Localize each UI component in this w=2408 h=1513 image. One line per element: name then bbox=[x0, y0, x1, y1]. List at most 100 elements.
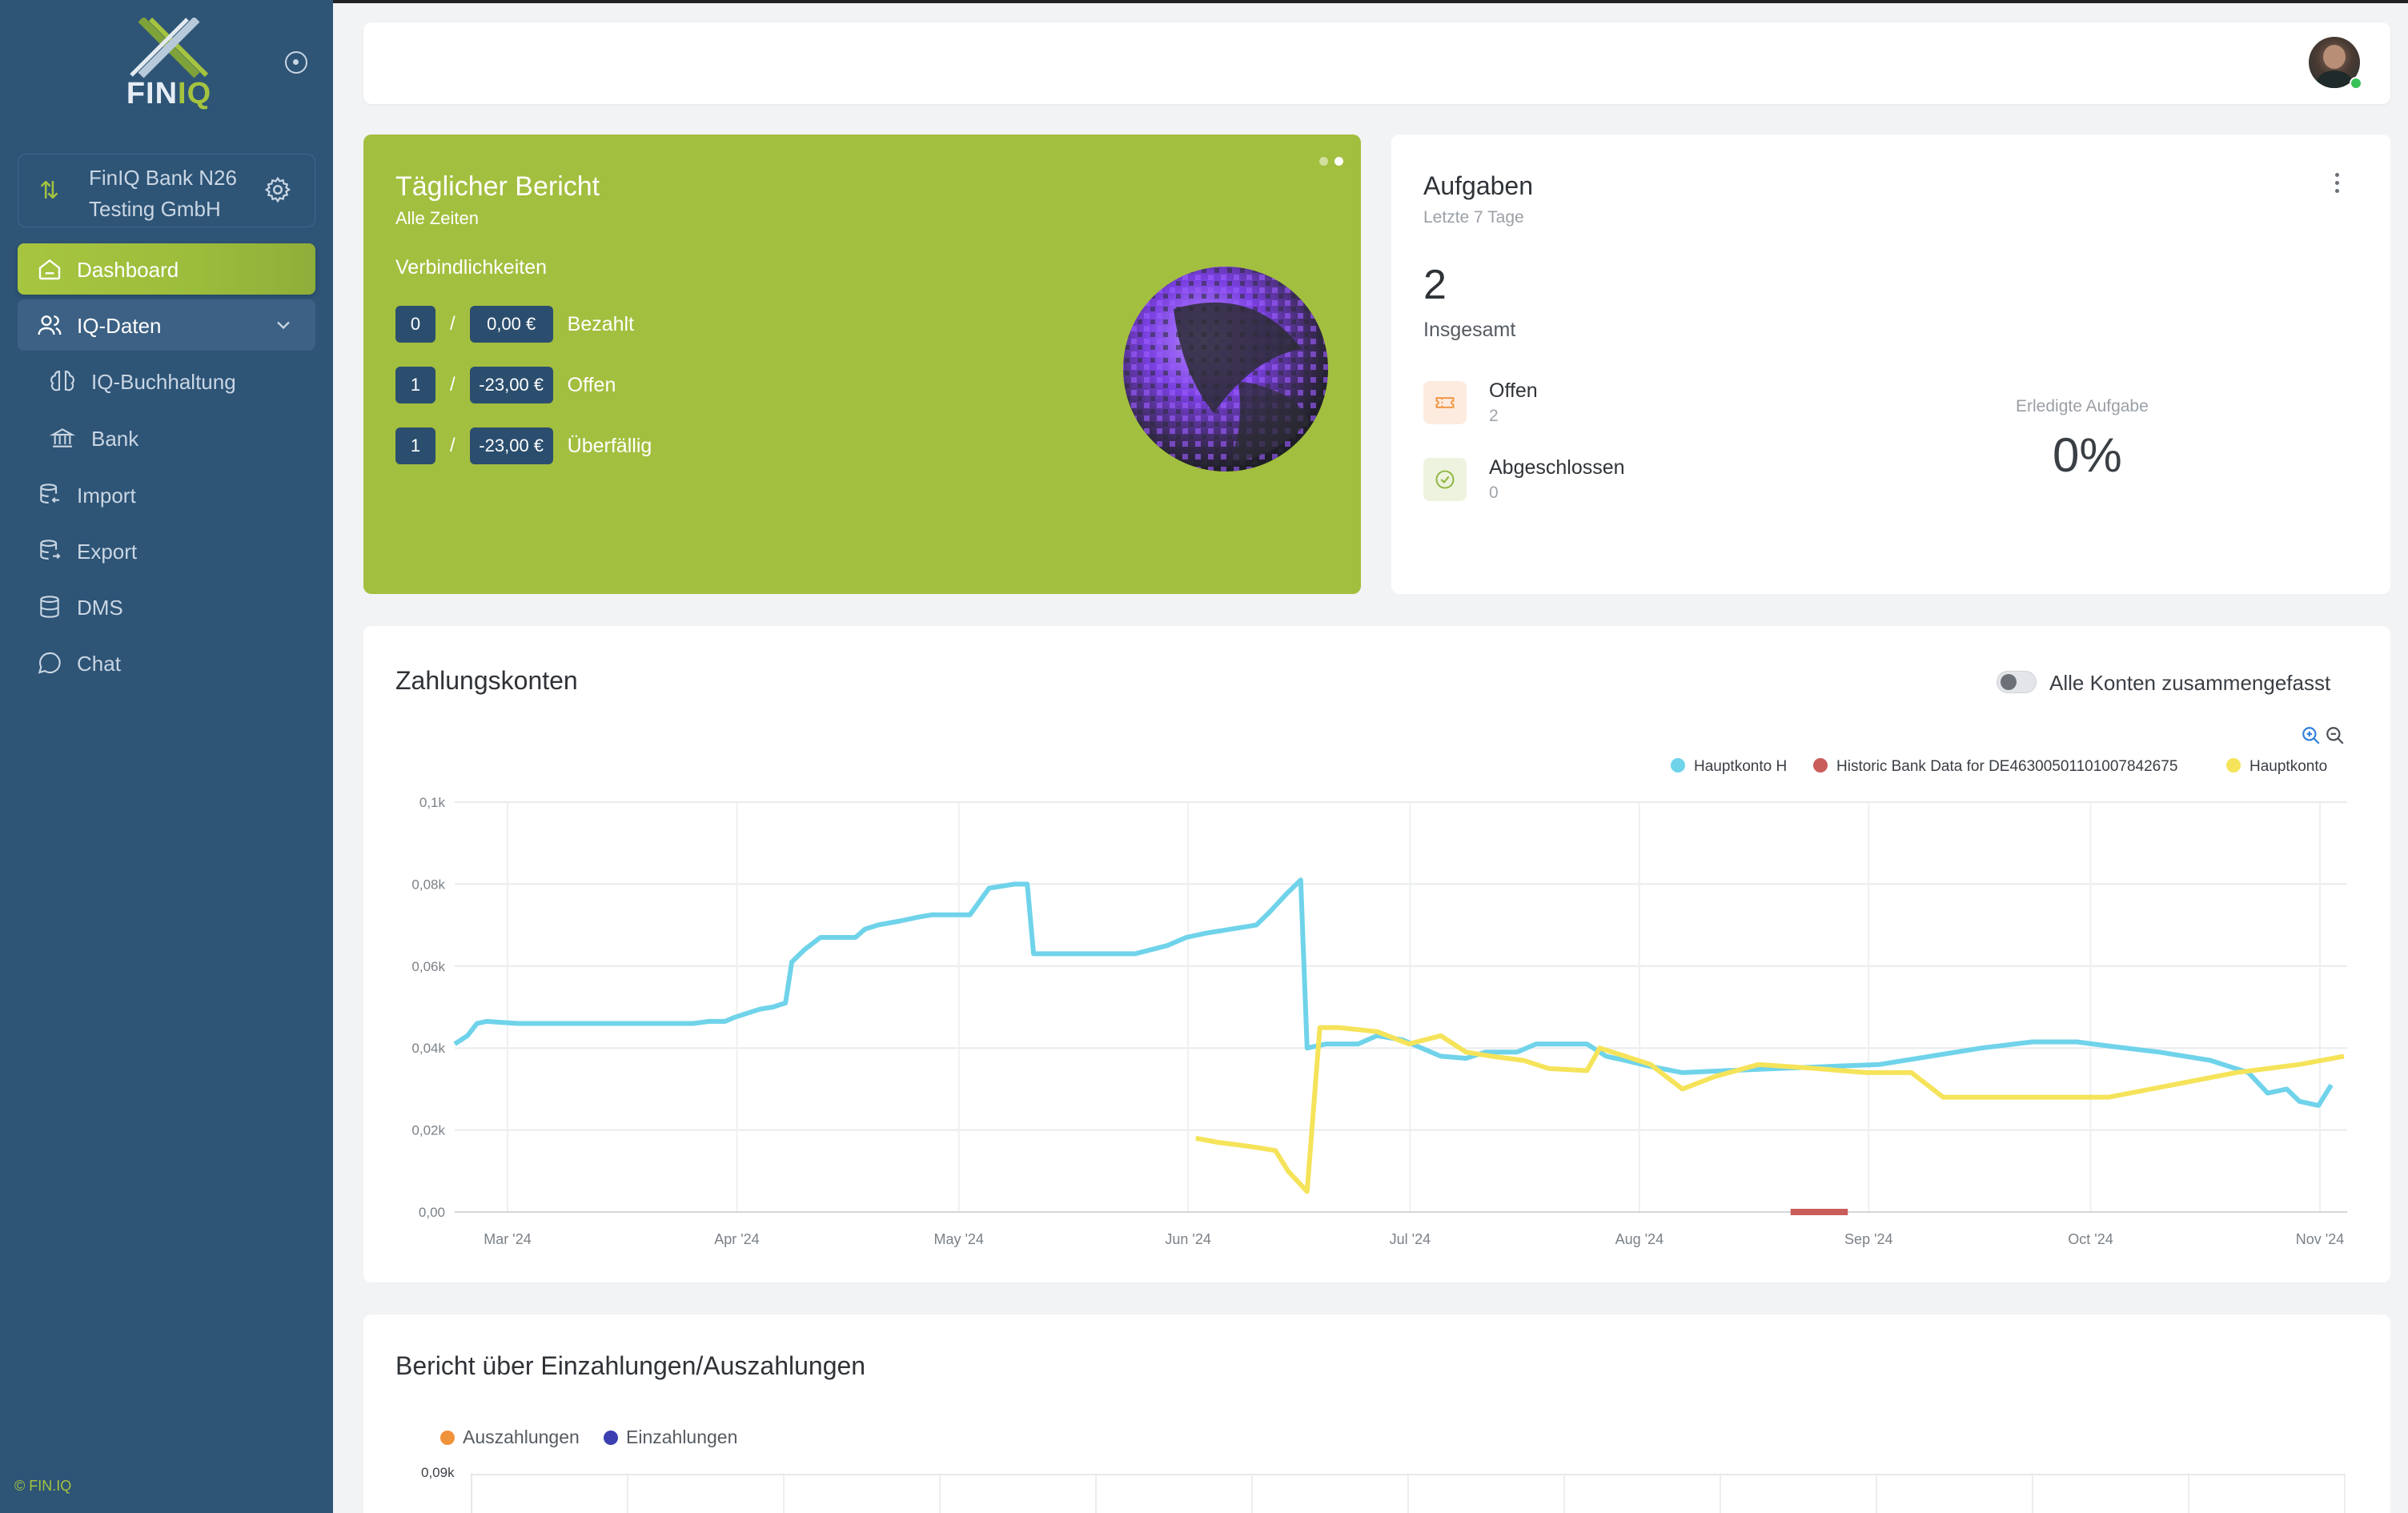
combine-accounts-label: Alle Konten zusammengefasst bbox=[2049, 671, 2331, 695]
x-tick-label: Aug '24 bbox=[1615, 1231, 1664, 1247]
gear-icon[interactable] bbox=[263, 175, 292, 204]
swap-arrows-icon: ⇅ bbox=[39, 178, 60, 204]
logo-wordmark: FINIQ bbox=[126, 77, 212, 110]
completed-tasks-label: Erledigte Aufgabe bbox=[2016, 397, 2149, 415]
sidebar-item-label: Dashboard bbox=[77, 258, 179, 282]
separator: / bbox=[450, 374, 456, 395]
legend-swatch bbox=[2226, 758, 2241, 773]
legend-swatch bbox=[604, 1430, 618, 1445]
legend-item[interactable]: Hauptkonto H bbox=[1671, 758, 1787, 775]
payment-accounts-line-chart[interactable]: 0,00 0,02k 0,04k 0,06k 0,08k 0,1k Mar '24 Apr '… bbox=[363, 626, 2390, 1282]
task-done-count: 0 bbox=[1489, 484, 1499, 502]
legend-item-auszahlungen[interactable]: Auszahlungen bbox=[440, 1427, 580, 1448]
y-tick-label: 0,09k bbox=[421, 1465, 455, 1480]
liability-count: 0 bbox=[395, 306, 435, 343]
series-line-0 bbox=[453, 877, 2334, 1108]
sidebar-item-iq-daten[interactable]: IQ-Daten bbox=[18, 299, 315, 351]
database-icon bbox=[40, 596, 59, 618]
deposits-title: Bericht über Einzahlungen/Auszahlungen bbox=[395, 1351, 866, 1380]
kebab-menu-icon[interactable] bbox=[2333, 173, 2341, 197]
separator: / bbox=[450, 435, 456, 456]
liability-label: Bezahlt bbox=[567, 312, 635, 335]
sidebar-item-chat[interactable]: Chat bbox=[18, 637, 315, 688]
payment-accounts-card: Zahlungskonten Alle Konten zusammengefas… bbox=[363, 626, 2390, 1282]
liability-amount: 0,00 € bbox=[469, 306, 553, 343]
liability-count: 1 bbox=[395, 427, 435, 464]
legend-label: Einzahlungen bbox=[626, 1427, 738, 1447]
sidebar-item-label: Bank bbox=[91, 427, 139, 451]
task-done-label: Abgeschlossen bbox=[1489, 456, 1625, 479]
y-tick-label: 0,00 bbox=[419, 1205, 445, 1220]
x-tick-label: Jul '24 bbox=[1390, 1231, 1431, 1247]
legend-label: Auszahlungen bbox=[463, 1427, 580, 1447]
report-subtitle: Alle Zeiten bbox=[395, 208, 479, 228]
x-tick-label: Mar '24 bbox=[484, 1231, 531, 1247]
legend-label: Hauptkonto bbox=[2249, 758, 2327, 775]
sidebar-item-dms[interactable]: DMS bbox=[18, 581, 315, 632]
liability-row-paid: 0 / 0,00 € Bezahlt bbox=[395, 306, 634, 343]
x-tick-label: Jun '24 bbox=[1165, 1231, 1210, 1247]
y-tick-label: 0,02k bbox=[411, 1123, 445, 1138]
legend-item[interactable]: Hauptkonto bbox=[2226, 758, 2327, 775]
liability-label: Überfällig bbox=[567, 434, 652, 457]
ticket-icon bbox=[1423, 381, 1467, 424]
tasks-title: Aufgaben bbox=[1423, 171, 1534, 200]
liability-label: Offen bbox=[567, 373, 616, 396]
liability-amount: -23,00 € bbox=[469, 367, 553, 403]
carousel-dot[interactable] bbox=[1319, 157, 1328, 166]
legend-item-einzahlungen[interactable]: Einzahlungen bbox=[604, 1427, 737, 1448]
sidebar-item-label: IQ-Buchhaltung bbox=[91, 370, 236, 394]
task-open-row[interactable]: Offen 2 bbox=[1423, 379, 1744, 427]
zoom-in-icon[interactable] bbox=[2301, 725, 2322, 746]
x-tick-label: Oct '24 bbox=[2068, 1231, 2113, 1247]
home-icon bbox=[38, 259, 61, 280]
top-bar bbox=[363, 22, 2390, 104]
company-name: FinIQ Bank N26 Testing GmbH bbox=[89, 166, 237, 221]
company-switcher[interactable]: ⇅ FinIQ Bank N26 Testing GmbH bbox=[18, 154, 315, 227]
database-export-icon bbox=[40, 540, 61, 560]
zoom-out-icon[interactable] bbox=[2325, 725, 2346, 746]
sidebar-item-bank[interactable]: Bank bbox=[18, 412, 315, 464]
report-section-title: Verbindlichkeiten bbox=[395, 256, 548, 279]
chevron-down-icon bbox=[277, 321, 290, 330]
legend-swatch bbox=[1671, 758, 1685, 773]
y-tick-label: 0,04k bbox=[411, 1041, 445, 1056]
online-status-indicator bbox=[2350, 77, 2362, 90]
legend-swatch bbox=[440, 1430, 455, 1445]
database-import-icon bbox=[40, 484, 59, 504]
liability-row-overdue: 1 / -23,00 € Überfällig bbox=[395, 427, 652, 464]
sidebar: FINIQ ⇅ FinIQ Bank N26 Testing GmbH Dash… bbox=[0, 0, 333, 1513]
series-line-2 bbox=[1195, 1025, 2345, 1194]
sidebar-collapse-button[interactable] bbox=[285, 51, 307, 74]
sidebar-item-dashboard[interactable]: Dashboard bbox=[18, 243, 315, 295]
sidebar-item-export[interactable]: Export bbox=[18, 525, 315, 576]
sidebar-item-import[interactable]: Import bbox=[18, 469, 315, 520]
liability-row-open: 1 / -23,00 € Offen bbox=[395, 367, 616, 403]
finiq-logo-mark-icon bbox=[130, 16, 209, 78]
liability-count: 1 bbox=[395, 367, 435, 403]
carousel-dot-active[interactable] bbox=[1334, 157, 1343, 166]
sidebar-item-label: Import bbox=[77, 484, 136, 508]
combine-accounts-toggle[interactable] bbox=[1997, 671, 2037, 693]
sidebar-item-label: DMS bbox=[77, 596, 123, 620]
task-done-row[interactable]: Abgeschlossen 0 bbox=[1423, 456, 1744, 504]
accounts-title: Zahlungskonten bbox=[395, 666, 578, 695]
avatar[interactable] bbox=[2309, 37, 2360, 88]
finiq-logo[interactable]: FINIQ bbox=[117, 16, 221, 110]
sidebar-item-label: Export bbox=[77, 540, 138, 564]
sidebar-item-iq-buchhaltung[interactable]: IQ-Buchhaltung bbox=[18, 355, 315, 407]
liability-amount: -23,00 € bbox=[469, 427, 553, 464]
window-top-border bbox=[0, 0, 2408, 3]
carousel-dots bbox=[1313, 155, 1343, 170]
legend-item[interactable]: Historic Bank Data for DE463005011010078… bbox=[1813, 758, 2177, 775]
copyright: © FIN.IQ bbox=[14, 1478, 72, 1494]
y-tick-label: 0,08k bbox=[411, 877, 445, 892]
tasks-total-label: Insgesamt bbox=[1423, 319, 1516, 341]
separator: / bbox=[450, 313, 456, 335]
tasks-card: Aufgaben Letzte 7 Tage 2 Insgesamt Offen… bbox=[1391, 134, 2390, 594]
y-tick-label: 0,1k bbox=[419, 795, 446, 810]
deposits-withdrawals-card: Bericht über Einzahlungen/Auszahlungen A… bbox=[363, 1314, 2390, 1513]
report-title: Täglicher Bericht bbox=[395, 171, 600, 202]
x-tick-label: Nov '24 bbox=[2296, 1231, 2344, 1247]
brain-icon bbox=[50, 370, 74, 391]
